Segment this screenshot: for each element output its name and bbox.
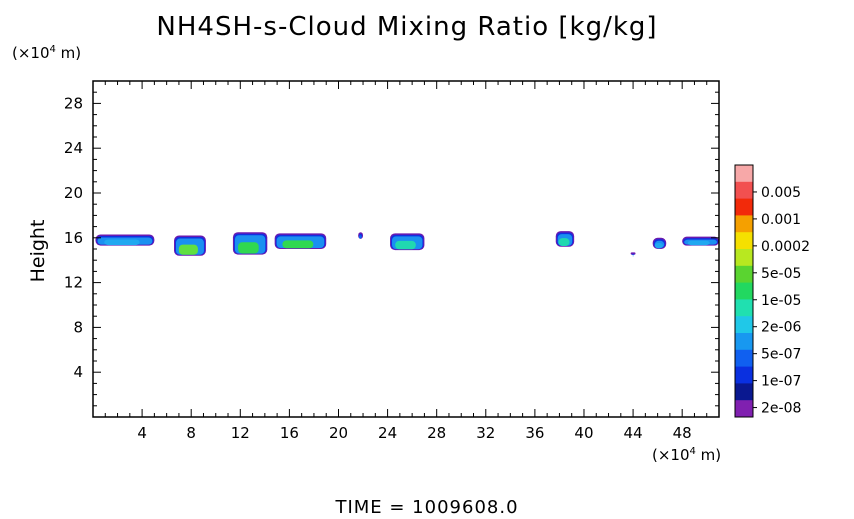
colorbar-label: 0.001	[761, 212, 801, 228]
colorbar-label: 0.005	[761, 185, 801, 201]
colorbar-label: 2e-08	[761, 401, 801, 417]
cloud-outer	[631, 253, 635, 255]
cloud-patch	[174, 235, 206, 256]
x-tick-label: 48	[673, 424, 692, 442]
colorbar-label: 5e-07	[761, 347, 801, 363]
colorbar-swatch	[735, 299, 753, 317]
colorbar-label: 5e-05	[761, 266, 801, 282]
cloud-patch	[232, 232, 268, 255]
cloud-patch	[390, 233, 425, 251]
y-tick-label: 8	[73, 318, 83, 336]
colorbar-frame	[734, 164, 754, 418]
y-tick-label: 12	[64, 274, 83, 292]
colorbar-swatch	[735, 349, 753, 368]
cloud-patch	[274, 233, 327, 249]
colorbar-swatch	[735, 198, 753, 216]
x-tick-label: 12	[231, 424, 250, 442]
y-tick-label: 28	[64, 94, 83, 112]
y-tick-label: 16	[64, 229, 83, 247]
x-tick-label: 20	[329, 424, 348, 442]
x-tick-label: 32	[476, 424, 495, 442]
colorbar-swatch	[735, 366, 753, 384]
cloud-mid	[632, 255, 634, 257]
cloud-core	[654, 242, 663, 249]
colorbar-label: 0.0002	[761, 239, 810, 255]
colorbar-swatch	[735, 181, 753, 200]
cloud-core	[282, 240, 314, 249]
time-label: TIME = 1009608.0	[335, 497, 519, 518]
y-tick-label: 4	[73, 363, 83, 381]
cloud-patch	[652, 237, 667, 249]
cloud-core	[687, 240, 710, 246]
x-tick-label: 4	[137, 424, 147, 442]
chart-title: NH4SH-s-Cloud Mixing Ratio [kg/kg]	[156, 12, 658, 42]
colorbar-label: 1e-07	[761, 374, 801, 390]
x-tick-label: 44	[624, 424, 643, 442]
colorbar-swatch	[735, 282, 753, 300]
cloud-patch	[555, 231, 575, 247]
colorbar-swatch	[735, 215, 753, 233]
cloud-core	[238, 242, 259, 254]
cloud-core	[395, 240, 416, 250]
x-tick-label: 16	[280, 424, 299, 442]
cloud-patch	[95, 234, 155, 246]
x-tick-label: 40	[574, 424, 593, 442]
y-axis-unit: (×104 m)	[12, 44, 82, 62]
cloud-patches	[95, 231, 719, 257]
y-tick-label: 24	[64, 139, 83, 157]
colorbar-swatch	[735, 232, 753, 250]
cloud-core	[104, 239, 140, 246]
x-tick-label: 36	[525, 424, 544, 442]
x-tick-label: 28	[427, 424, 446, 442]
cloud-patch	[358, 232, 364, 239]
colorbar-label: 2e-06	[761, 320, 801, 336]
colorbar-swatch	[735, 265, 753, 284]
colorbar-swatch	[735, 383, 753, 401]
colorbar-swatch	[735, 249, 753, 267]
cloud-patch	[682, 236, 719, 246]
colorbar-swatch	[735, 165, 753, 183]
colorbar-swatch	[735, 316, 753, 334]
colorbar-label: 1e-05	[761, 293, 801, 309]
colorbar: 0.005 0.001 0.0002 5e-05 1e-05 2e-06 5e-07 1e-0…	[734, 164, 810, 418]
cloud-core	[178, 244, 198, 255]
x-axis-unit: (×104 m)	[652, 446, 722, 464]
colorbar-swatch	[735, 400, 753, 418]
x-tick-label: 8	[186, 424, 196, 442]
cloud-core	[358, 235, 362, 239]
colorbar-swatch	[735, 333, 753, 351]
y-tick-label: 20	[64, 184, 83, 202]
y-axis-label: Height	[27, 219, 49, 283]
cloud-edge	[630, 252, 636, 255]
cloud-patch	[630, 252, 636, 257]
cloud-core	[558, 238, 570, 246]
x-tick-label: 24	[378, 424, 397, 442]
